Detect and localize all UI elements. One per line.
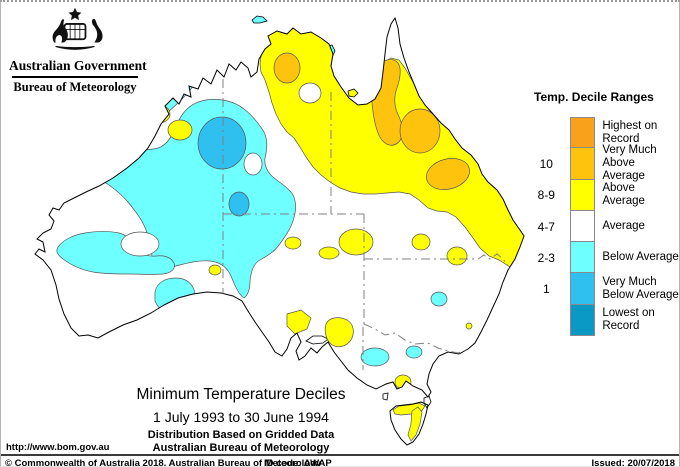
legend-rows: Highest on Record 10 Very Much Above Avera… bbox=[534, 117, 679, 337]
region-below-average-gippsland bbox=[442, 363, 454, 377]
region-above-average-wa-dot bbox=[208, 264, 222, 276]
legend-color-swatch bbox=[569, 210, 596, 243]
region-very-much-above-coastal-qld bbox=[426, 158, 470, 190]
region-above-average-kimberley-2 bbox=[167, 119, 193, 141]
region-above-average-nsw-1 bbox=[411, 233, 431, 251]
border-sa-nsw-vic bbox=[362, 214, 365, 370]
legend-label: Below Average bbox=[602, 251, 679, 264]
region-above-average-corner-country bbox=[338, 228, 374, 256]
tasmania-coastline bbox=[389, 401, 429, 446]
government-title: Australian Government bbox=[9, 58, 147, 73]
coat-of-arms-icon bbox=[52, 7, 103, 50]
coastline-outlines bbox=[34, 16, 525, 446]
region-below-average-kalgoorlie bbox=[154, 277, 196, 314]
mornington-island-above-average bbox=[347, 88, 359, 98]
legend-label: Highest on Record bbox=[602, 119, 658, 145]
region-below-average-vic-north bbox=[405, 345, 423, 359]
region-average-hole-katherine bbox=[298, 82, 322, 104]
decile-regions bbox=[56, 18, 524, 442]
legend-color-swatch bbox=[569, 273, 596, 305]
shield-quarters bbox=[64, 23, 86, 40]
government-header: Australian Government Bureau of Meteorol… bbox=[9, 7, 147, 95]
legend-color-swatch bbox=[569, 304, 596, 337]
mainland-coastline bbox=[34, 16, 525, 398]
legend-label: Lowest on Record bbox=[602, 307, 655, 333]
tiwi-islands-below-average bbox=[251, 15, 268, 24]
legend-color-swatch bbox=[569, 117, 596, 149]
legend-title: Temp. Decile Ranges bbox=[534, 90, 654, 104]
region-above-average-sydney-dot bbox=[503, 323, 511, 331]
legend-label: Very Much Below Average bbox=[602, 276, 679, 302]
decile-legend: Temp. Decile Ranges Highest on Record 10 V… bbox=[534, 90, 679, 337]
region-above-average-nsw-2 bbox=[446, 246, 468, 266]
legend-decile-number: 4-7 bbox=[537, 219, 555, 234]
commonwealth-star-icon bbox=[68, 7, 82, 21]
legend-color-swatch bbox=[569, 179, 596, 211]
legend-row: 4-7 Average bbox=[534, 210, 679, 243]
region-above-average-snowy-dot bbox=[465, 322, 473, 330]
legend-decile-number: 2-3 bbox=[537, 250, 555, 265]
legend-row: 1 Very Much Below Average bbox=[534, 273, 679, 305]
region-average-hole-east-of-blue bbox=[243, 152, 263, 176]
region-average-hole-west bbox=[120, 231, 160, 257]
legend-row: 10 Very Much Above Average bbox=[534, 144, 679, 182]
kangaroo-silhouette bbox=[52, 19, 68, 43]
legend-row: 8-9 Above Average bbox=[534, 179, 679, 211]
map-caption: Minimum Temperature Deciles 1 July 1993 … bbox=[71, 386, 411, 455]
bureau-title: Bureau of Meteorology bbox=[13, 80, 137, 94]
region-above-average-eyre bbox=[286, 309, 312, 335]
region-above-average-adelaide bbox=[324, 317, 354, 348]
legend-label: Above Average bbox=[602, 182, 645, 208]
legend-decile-number: 1 bbox=[542, 282, 550, 297]
region-very-much-above-darwin bbox=[273, 52, 301, 84]
king-island bbox=[382, 392, 389, 401]
region-very-much-above-central-qld bbox=[399, 108, 441, 154]
legend-color-swatch bbox=[569, 242, 596, 274]
region-above-average-sa-2 bbox=[318, 246, 340, 260]
legend-decile-number: 8-9 bbox=[537, 188, 555, 203]
map-subtitle-bureau: Australian Bureau of Meteorology bbox=[152, 442, 330, 454]
legend-decile-number: 10 bbox=[539, 156, 553, 171]
header-divider bbox=[12, 76, 138, 78]
region-below-average-riverina bbox=[430, 291, 448, 307]
id-code-text: ID code: AWAP bbox=[264, 458, 332, 467]
emu-silhouette bbox=[91, 18, 103, 43]
region-below-average-vic-west bbox=[360, 347, 390, 367]
region-very-much-below-central bbox=[228, 191, 250, 217]
legend-row: Highest on Record bbox=[534, 117, 679, 149]
legend-label: Very Much Above Average bbox=[602, 144, 657, 183]
border-qld-nsw bbox=[364, 253, 509, 266]
region-very-much-below-wa-nt-border bbox=[197, 116, 247, 170]
issued-date-text: Issued: 20/07/2018 bbox=[591, 458, 675, 467]
border-nsw-vic bbox=[363, 323, 470, 354]
legend-row: 2-3 Below Average bbox=[534, 242, 679, 274]
legend-row: Lowest on Record bbox=[534, 304, 679, 337]
map-title: Minimum Temperature Deciles bbox=[136, 386, 346, 403]
region-above-average-tas-east bbox=[407, 406, 423, 442]
region-above-average-kimberley-1 bbox=[147, 104, 171, 124]
bom-url: http://www.bom.gov.au bbox=[6, 442, 110, 453]
region-above-average-sa-1 bbox=[284, 236, 302, 250]
region-below-average-west-arm bbox=[56, 231, 175, 275]
wreath-base bbox=[55, 45, 95, 50]
copyright-text: © Commonwealth of Australia 2018, Austra… bbox=[5, 458, 322, 467]
legend-color-swatch bbox=[569, 148, 596, 180]
state-borders bbox=[222, 60, 509, 370]
map-period: 1 July 1993 to 30 June 1994 bbox=[153, 409, 329, 425]
footer-divider bbox=[1, 454, 679, 456]
legend-label: Average bbox=[602, 220, 645, 233]
region-very-much-below-kimberley bbox=[141, 90, 155, 106]
map-subtitle-distribution: Distribution Based on Gridded Data bbox=[147, 429, 335, 441]
